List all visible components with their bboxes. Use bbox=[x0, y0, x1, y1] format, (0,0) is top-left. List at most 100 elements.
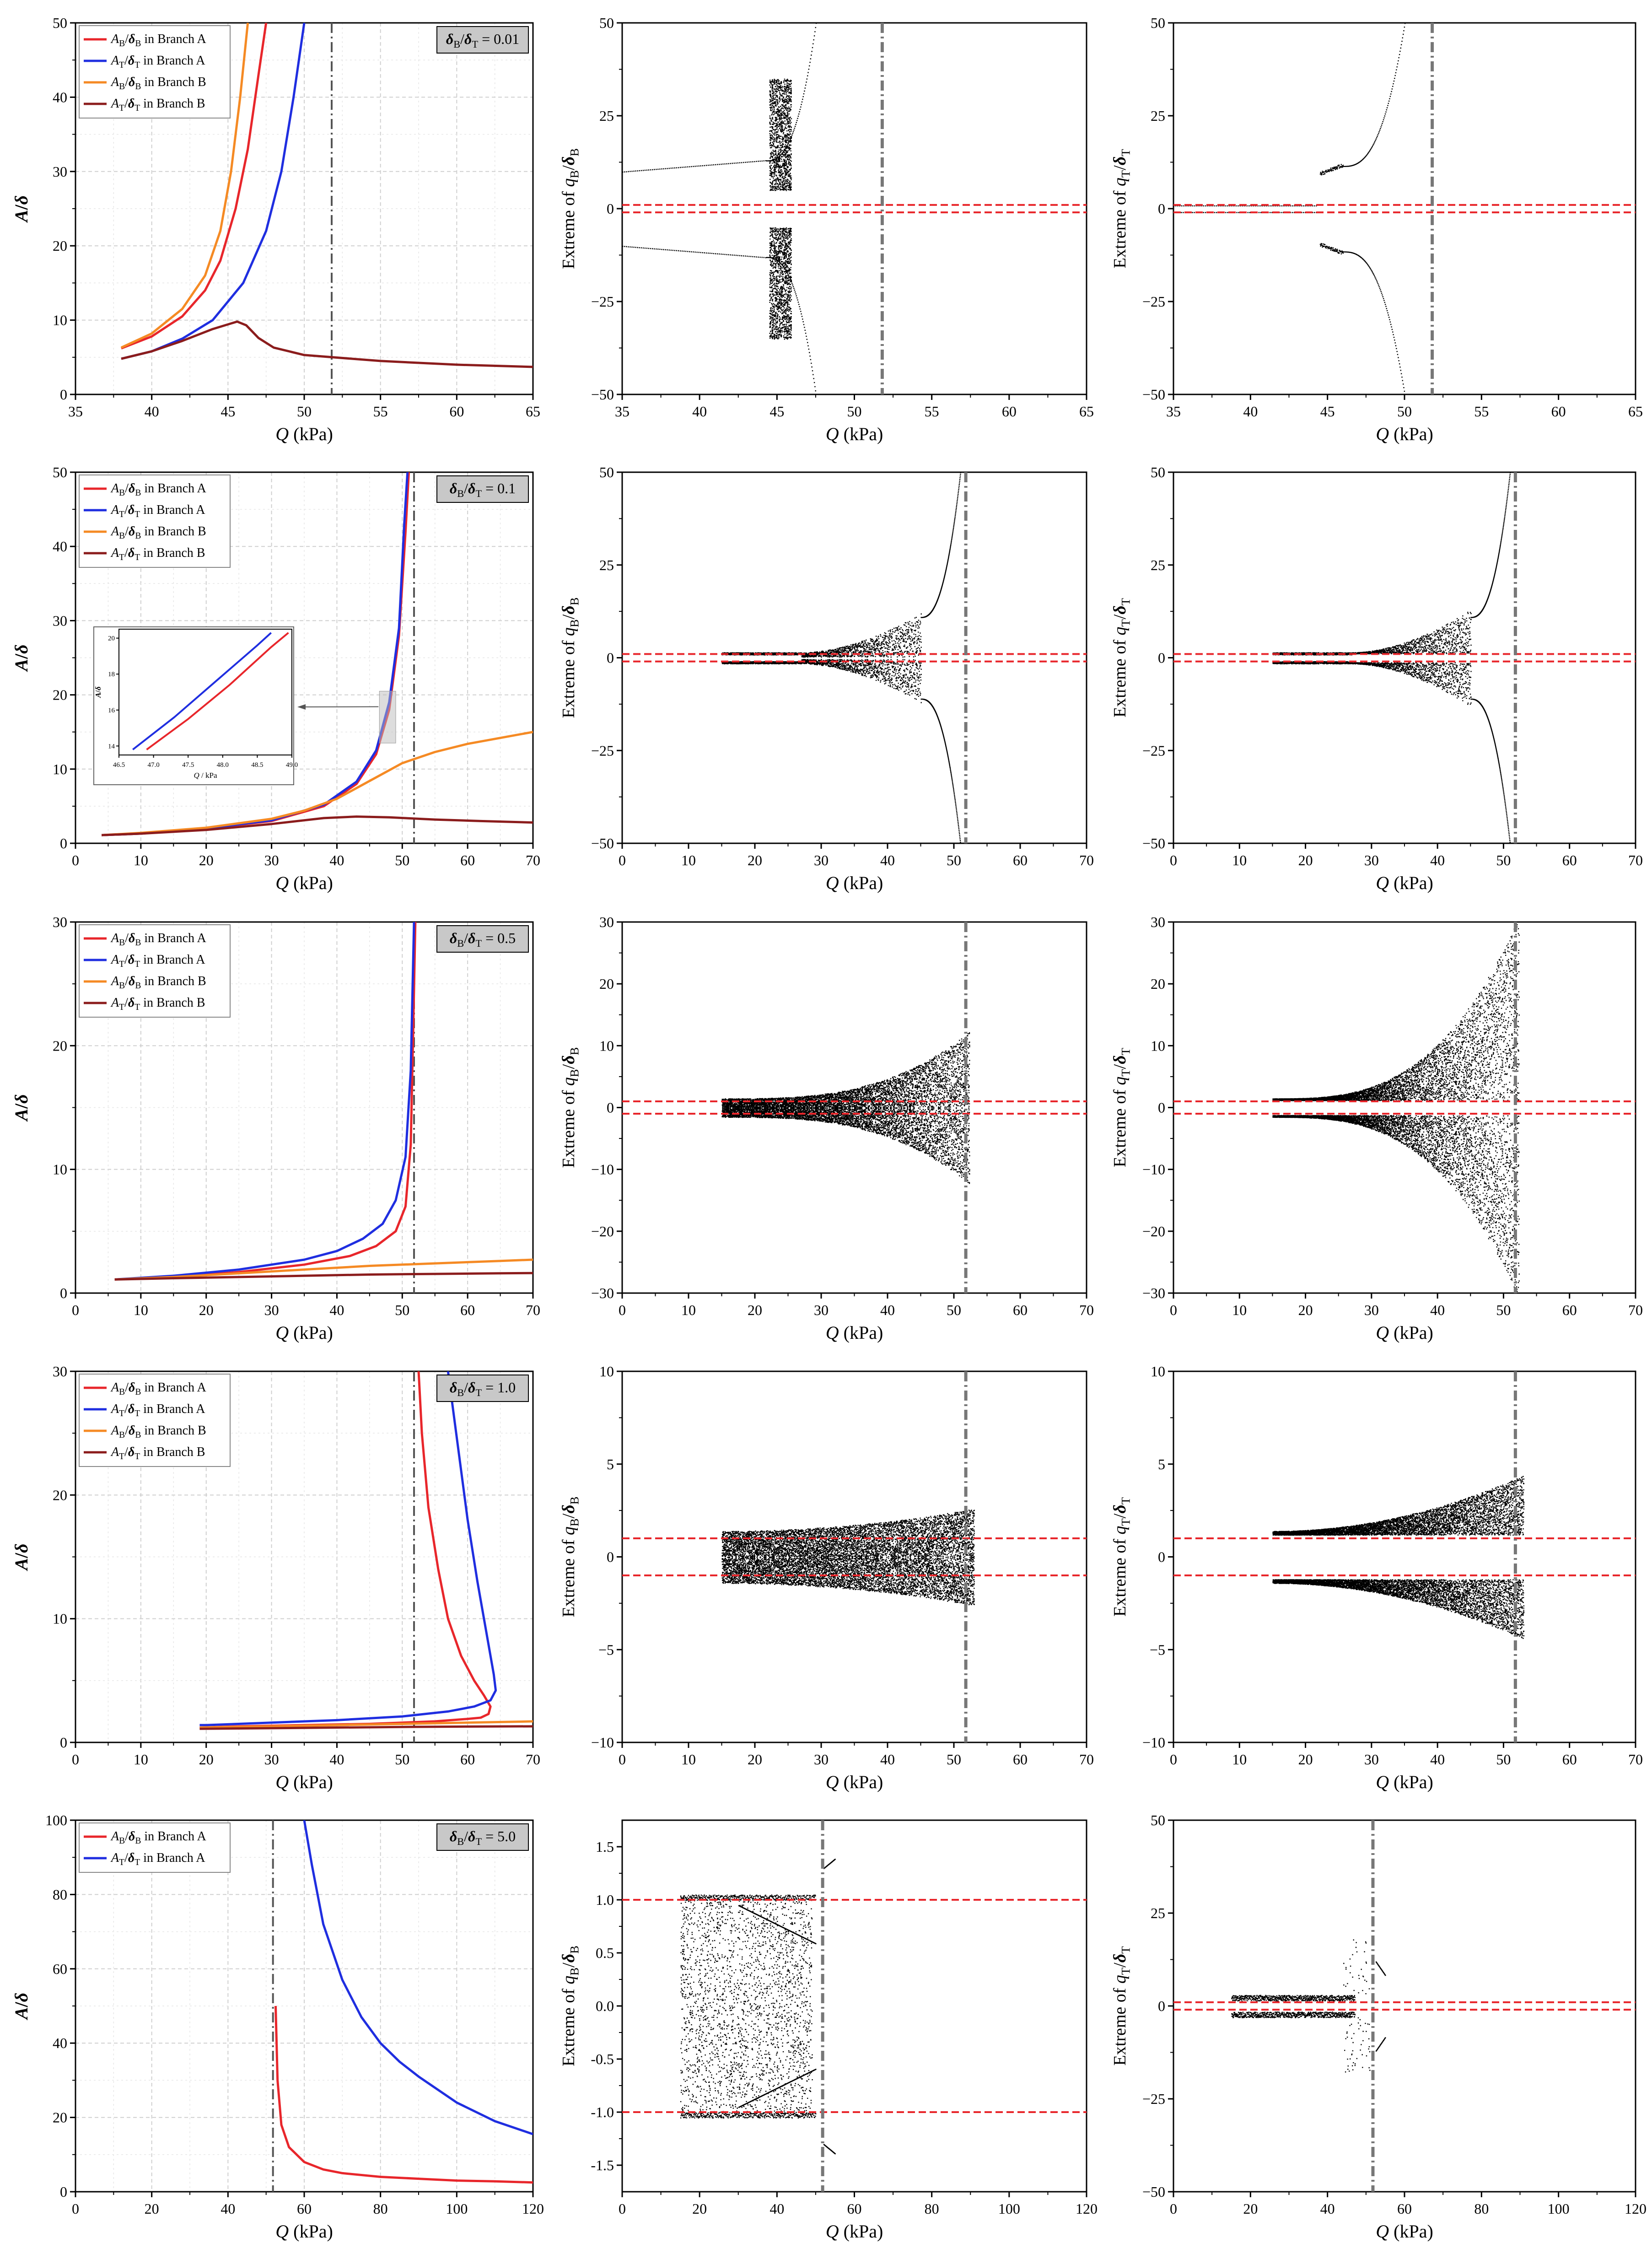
ratio-badge-label: δB/δT = 0.1 bbox=[450, 480, 516, 499]
zoom-region bbox=[379, 690, 396, 744]
y-tick-label: −20 bbox=[1142, 1223, 1165, 1240]
x-tick-label: 0 bbox=[1170, 1751, 1177, 1768]
label-part: δ bbox=[129, 481, 135, 496]
x-tick-label: 30 bbox=[1364, 1302, 1379, 1318]
label-part: / bbox=[1110, 165, 1130, 170]
label-part: in Branch B bbox=[141, 1423, 206, 1438]
label-part: Q bbox=[1376, 2221, 1389, 2242]
x-tick-label: 100 bbox=[446, 2200, 468, 2217]
label-part: q bbox=[1110, 1526, 1130, 1535]
label-part: δ bbox=[468, 480, 475, 496]
label-part: δ bbox=[446, 31, 453, 47]
inset-series-line bbox=[146, 632, 289, 750]
label-part: (kPa) bbox=[1389, 424, 1433, 444]
series-line bbox=[199, 1720, 533, 1729]
x-tick-label: 40 bbox=[1320, 2200, 1335, 2217]
series-line bbox=[199, 1371, 497, 1726]
label-part: (kPa) bbox=[1389, 1322, 1433, 1343]
x-tick-label: 20 bbox=[199, 1302, 214, 1318]
y-tick-label: 10 bbox=[599, 1037, 614, 1054]
label-part: δ bbox=[468, 1828, 475, 1844]
legend-entry: AT/δT in Branch A bbox=[110, 1851, 205, 1867]
x-tick-label: 70 bbox=[526, 1302, 540, 1318]
label-part: Extreme of bbox=[559, 187, 578, 269]
label-part: B bbox=[568, 148, 581, 156]
x-tick-label: 45 bbox=[221, 403, 235, 420]
x-tick-label: 100 bbox=[998, 2200, 1020, 2217]
ratio-badge-label: δB/δT = 0.01 bbox=[446, 31, 519, 50]
legend-box bbox=[79, 1374, 231, 1467]
y-tick-label: 0 bbox=[1158, 650, 1165, 666]
y-axis-label: Extreme of qB/δB bbox=[559, 598, 581, 718]
label-part: / bbox=[125, 32, 129, 46]
label-part: Q bbox=[275, 873, 289, 893]
x-tick-label: 20 bbox=[199, 1751, 214, 1768]
x-tick-label: 50 bbox=[947, 1302, 961, 1318]
label-part: A bbox=[110, 75, 119, 89]
label-part: B bbox=[119, 39, 125, 49]
x-tick-label: 0 bbox=[619, 852, 626, 868]
x-tick-label: 20 bbox=[199, 852, 214, 868]
x-tick-label: 60 bbox=[1397, 2200, 1412, 2217]
label-part: δ bbox=[128, 1445, 135, 1459]
x-tick-label: 30 bbox=[1364, 1751, 1379, 1768]
label-part: (kPa) bbox=[1389, 2221, 1433, 2242]
y-tick-label: 30 bbox=[53, 914, 67, 930]
label-part: T bbox=[135, 60, 140, 70]
label-part: / bbox=[124, 54, 128, 68]
label-part: in Branch A bbox=[140, 503, 205, 517]
label-part: in Branch A bbox=[140, 1851, 205, 1865]
label-part: A bbox=[94, 693, 102, 698]
label-part: δ bbox=[559, 1504, 578, 1513]
legend-entry: AT/δT in Branch B bbox=[110, 996, 205, 1012]
label-part: B bbox=[568, 1497, 581, 1505]
y-tick-label: 10 bbox=[1151, 1363, 1165, 1380]
y-tick-label: 0 bbox=[60, 1285, 67, 1301]
qB-extreme-panel-5: 0 20 40 60 80 100 120 -1.5 -1.0 -0.5 0.0 0.5 1.0 1.5 Q… bbox=[559, 1819, 1098, 2242]
x-tick-label: 120 bbox=[522, 2200, 544, 2217]
y-axis-label: A/δ bbox=[11, 1094, 32, 1122]
legend-entry: AB/δB in Branch A bbox=[110, 32, 206, 49]
label-part: = 0.01 bbox=[478, 31, 519, 47]
y-axis-label: Extreme of qB/δB bbox=[559, 1047, 581, 1168]
label-part: T bbox=[119, 1409, 124, 1418]
label-part: (kPa) bbox=[839, 1772, 883, 1792]
y-tick-label: −10 bbox=[591, 1734, 614, 1751]
y-tick-label: 50 bbox=[599, 15, 614, 31]
qT-extreme-panel-4: 0 10 20 30 40 50 60 70 −10 −5 0 5 10 Q (kPa) Extreme o… bbox=[1110, 1363, 1643, 1792]
y-tick-label: 30 bbox=[53, 1363, 67, 1380]
label-part: Q bbox=[826, 1322, 839, 1343]
plot-frame bbox=[1173, 1819, 1636, 2193]
y-tick-label: 10 bbox=[599, 1363, 614, 1380]
label-part: / bbox=[1110, 614, 1130, 619]
label-part: A bbox=[11, 210, 32, 223]
label-part: δ bbox=[11, 1993, 32, 2002]
x-axis-label: Q (kPa) bbox=[1376, 1322, 1433, 1343]
x-tick-label: 35 bbox=[1166, 403, 1181, 420]
label-part: q bbox=[559, 1077, 578, 1086]
label-part: / bbox=[1110, 1962, 1130, 1968]
label-part: / bbox=[11, 2001, 32, 2007]
x-tick-label: 50 bbox=[1397, 403, 1412, 420]
y-tick-label: 40 bbox=[53, 538, 67, 555]
x-tick-label: 60 bbox=[460, 1751, 475, 1768]
y-axis-label: A/δ bbox=[11, 644, 32, 672]
y-tick-label: −50 bbox=[1142, 835, 1165, 852]
label-part: B bbox=[135, 1836, 141, 1846]
label-part: T bbox=[119, 1003, 124, 1012]
label-part: B bbox=[135, 1430, 141, 1440]
x-tick-label: 0 bbox=[72, 852, 79, 868]
y-tick-label: −30 bbox=[1142, 1285, 1165, 1301]
scatter-layer bbox=[622, 922, 1087, 1293]
x-tick-label: 70 bbox=[1079, 1751, 1094, 1768]
series-line bbox=[199, 1725, 533, 1730]
label-part: / bbox=[125, 481, 129, 496]
label-part: B bbox=[135, 981, 141, 991]
x-tick-label: 0 bbox=[619, 2200, 626, 2217]
y-tick-label: 25 bbox=[1151, 1905, 1165, 1921]
x-tick-label: 30 bbox=[814, 1302, 829, 1318]
label-part: A bbox=[110, 1829, 119, 1844]
scatter-points bbox=[1272, 1476, 1525, 1639]
label-part: Extreme of bbox=[559, 1984, 578, 2066]
y-tick-label: 60 bbox=[53, 1961, 67, 1977]
